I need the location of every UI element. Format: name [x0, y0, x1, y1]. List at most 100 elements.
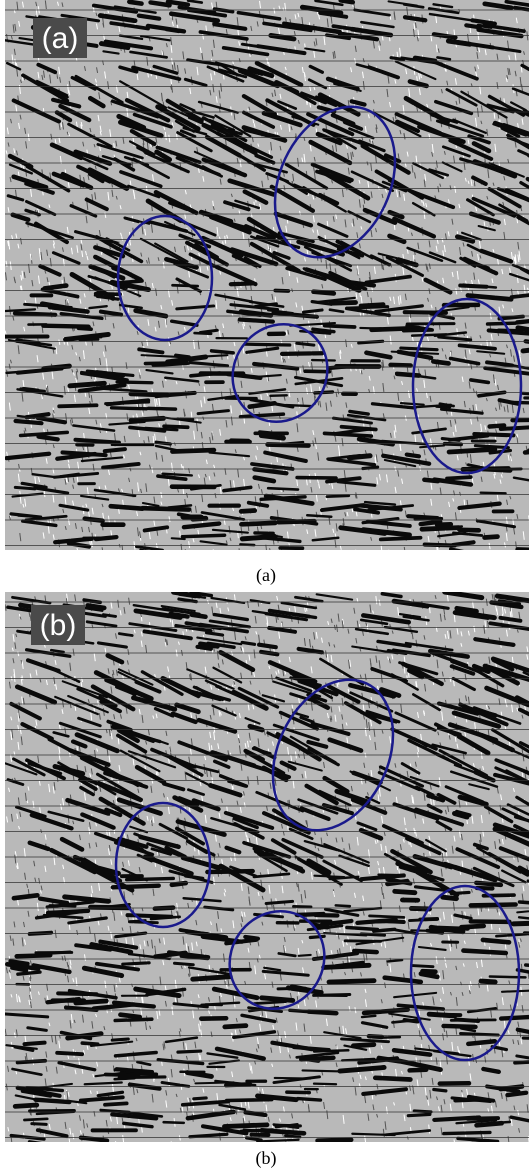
seismic-reflector — [44, 952, 70, 954]
seismic-reflector — [17, 955, 51, 956]
seismic-reflector — [341, 0, 353, 2]
seismic-reflector — [59, 405, 96, 406]
seismic-reflector — [391, 58, 404, 60]
page: (a) (b) (a) (b) (() => { const data = JS… — [0, 0, 529, 1170]
seismic-reflector — [45, 286, 67, 289]
seismic-reflector — [198, 647, 211, 649]
seismic-reflector — [79, 328, 91, 329]
seismic-reflector — [16, 421, 42, 423]
seismic-reflector — [314, 292, 334, 294]
seismic-reflector — [271, 35, 294, 38]
seismic-reflector — [14, 895, 37, 898]
seismic-reflector — [488, 323, 516, 324]
seismic-reflector — [115, 1019, 152, 1020]
seismic-reflector — [112, 1039, 128, 1040]
seismic-reflector — [170, 614, 187, 617]
seismic-reflector — [43, 326, 88, 327]
seismic-reflector — [172, 883, 186, 885]
seismic-reflector — [483, 1069, 498, 1072]
seismic-reflector — [460, 285, 486, 286]
seismic-reflector — [164, 426, 188, 427]
seismic-reflector — [226, 1084, 250, 1085]
seismic-reflector — [369, 1036, 382, 1037]
seismic-reflector — [429, 1014, 454, 1016]
seismic-reflector — [447, 477, 471, 478]
seismic-reflector — [401, 403, 424, 405]
seismic-reflector — [131, 418, 163, 420]
seismic-reflector — [227, 1100, 272, 1101]
seismic-reflector — [451, 892, 469, 893]
seismic-reflector — [120, 1015, 139, 1017]
seismic-reflector — [421, 974, 437, 977]
seismic-reflector — [411, 908, 429, 909]
seismic-reflector — [245, 344, 290, 345]
seismic-reflector — [442, 439, 459, 441]
seismic-reflector — [293, 906, 311, 907]
seismic-reflector — [111, 506, 143, 509]
figure: (a) (b) (a) (b) — [0, 0, 529, 1170]
seismic-reflector — [481, 493, 506, 494]
seismic-reflector — [468, 1118, 498, 1119]
seismic-panel — [5, 592, 529, 1147]
seismic-reflector — [381, 538, 421, 540]
seismic-reflector — [362, 1016, 375, 1017]
seismic-reflector — [437, 524, 451, 525]
seismic-reflector — [324, 965, 369, 967]
seismic-reflector — [182, 535, 224, 536]
seismic-reflector — [225, 1026, 246, 1027]
seismic-reflector — [314, 1084, 336, 1085]
seismic-reflector — [58, 993, 96, 994]
seismic-reflector — [389, 921, 404, 922]
seismic-reflector — [164, 1122, 184, 1123]
seismic-reflector — [463, 951, 505, 953]
seismic-reflector — [246, 1112, 266, 1115]
seismic-reflector — [397, 374, 419, 376]
seismic-reflector — [408, 1114, 430, 1115]
seismic-reflector — [471, 904, 516, 905]
seismic-reflector — [172, 450, 213, 451]
seismic-reflector — [298, 1099, 321, 1101]
seismic-noise — [213, 549, 214, 556]
seismic-reflector — [290, 1010, 314, 1012]
seismic-reflector — [457, 608, 476, 611]
seismic-reflector — [36, 1100, 70, 1102]
seismic-reflector — [208, 355, 228, 356]
seismic-noise — [356, 550, 357, 553]
seismic-reflector — [513, 922, 529, 923]
seismic-reflector — [347, 927, 377, 929]
seismic-reflector — [444, 1026, 476, 1027]
seismic-reflector — [443, 897, 457, 898]
seismic-reflector — [405, 17, 425, 20]
seismic-reflector — [423, 971, 436, 972]
seismic-reflector — [262, 998, 293, 1001]
seismic-reflector — [301, 1058, 333, 1060]
seismic-reflector — [325, 326, 355, 327]
seismic-reflector — [444, 1132, 490, 1133]
seismic-reflector — [507, 1093, 526, 1095]
seismic-reflector — [15, 1105, 37, 1106]
seismic-reflector — [117, 1069, 152, 1072]
seismic-reflector — [29, 1142, 69, 1148]
seismic-reflector — [481, 981, 495, 982]
seismic-reflector — [517, 321, 529, 322]
seismic-reflector — [349, 456, 370, 458]
seismic-reflector — [167, 30, 179, 32]
seismic-reflector — [410, 1070, 427, 1071]
seismic-reflector — [105, 1103, 127, 1104]
seismic-reflector — [112, 408, 147, 409]
seismic-reflector — [370, 916, 404, 918]
seismic-reflector — [241, 523, 275, 524]
seismic-reflector — [143, 508, 189, 509]
seismic-noise — [185, 549, 186, 557]
seismic-reflector — [375, 1078, 410, 1080]
seismic-reflector — [331, 303, 356, 304]
seismic-reflector — [360, 328, 389, 329]
seismic-reflector — [472, 1140, 488, 1141]
seismic-reflector — [279, 521, 315, 522]
seismic-reflector — [361, 934, 384, 935]
seismic-reflector — [105, 449, 125, 451]
seismic-reflector — [451, 549, 496, 558]
seismic-reflector — [18, 516, 30, 517]
seismic-reflector — [240, 544, 254, 545]
seismic-reflector — [244, 1130, 259, 1131]
